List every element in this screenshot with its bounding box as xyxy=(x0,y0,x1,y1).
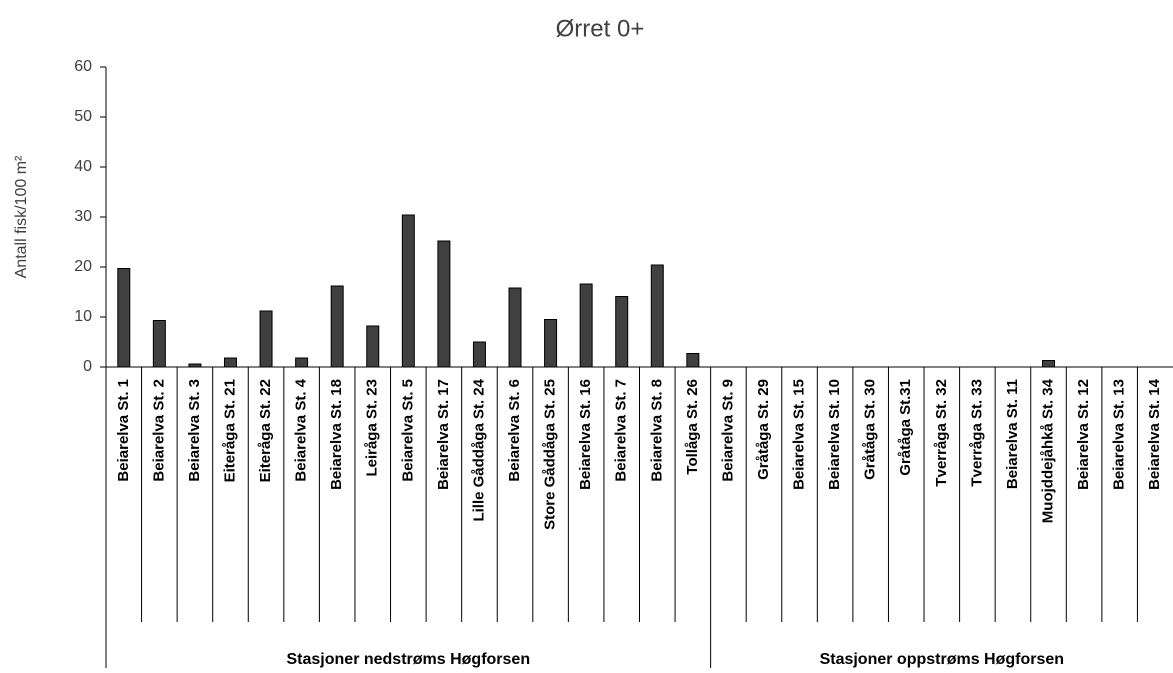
bar xyxy=(686,353,700,368)
bar xyxy=(295,357,309,368)
x-tick-label: Tverråga St. 33 xyxy=(968,379,985,487)
bar xyxy=(437,240,451,368)
y-axis-label: Antall fisk/100 m² xyxy=(13,155,30,278)
x-tick-label: Beiarelva St. 3 xyxy=(186,379,203,482)
x-tick-label: Gråtåga St. 29 xyxy=(755,379,772,480)
x-tick-label: Tverråga St. 32 xyxy=(933,379,950,487)
group-label: Stasjoner oppstrøms Høgforsen xyxy=(820,651,1064,668)
chart-title: Ørret 0+ xyxy=(556,15,645,42)
bar xyxy=(223,357,237,368)
bar xyxy=(259,310,273,368)
x-tick-label: Beiarelva St. 8 xyxy=(648,379,665,482)
y-tick-label: 30 xyxy=(74,208,92,225)
x-tick-label: Beiarelva St. 17 xyxy=(435,379,452,490)
x-tick-label: Beiarelva St. 12 xyxy=(1075,379,1092,490)
x-tick-label: Beiarelva St. 9 xyxy=(719,379,736,482)
x-tick-label: Eiteråga St. 21 xyxy=(221,379,238,482)
bar xyxy=(401,214,415,368)
group-label: Stasjoner nedstrøms Høgforsen xyxy=(287,651,531,668)
x-tick-label: Beiarelva St. 1 xyxy=(115,379,132,482)
x-tick-label: Gråtåga St.31 xyxy=(897,379,914,476)
x-tick-label: Beiarelva St. 4 xyxy=(293,378,310,481)
bar xyxy=(152,320,166,368)
bar xyxy=(366,325,380,368)
x-tick-label: Store Gåddåga St. 25 xyxy=(542,379,559,530)
bar xyxy=(544,319,558,368)
bar xyxy=(508,287,522,368)
x-tick-label: Lille Gåddåga St. 24 xyxy=(470,378,487,521)
bar xyxy=(330,285,344,368)
bar xyxy=(188,363,202,368)
y-tick-label: 40 xyxy=(74,158,92,175)
x-tick-label: Beiarelva St. 10 xyxy=(826,379,843,490)
x-tick-label: Beiarelva St. 14 xyxy=(1146,378,1163,490)
y-tick-label: 20 xyxy=(74,258,92,275)
x-tick-label: Beiarelva St. 7 xyxy=(613,379,630,482)
x-tick-label: Beiarelva St. 11 xyxy=(1004,379,1021,489)
x-tick-label: Tollåga St. 26 xyxy=(684,379,701,475)
x-tick-label: Leiråga St. 23 xyxy=(364,379,381,477)
x-tick-label: Muojddejåhkå St. 34 xyxy=(1039,378,1056,523)
bar xyxy=(1042,360,1056,368)
x-tick-label: Eiteråga St. 22 xyxy=(257,379,274,482)
bar xyxy=(650,264,664,368)
y-tick-label: 60 xyxy=(74,58,92,75)
bar xyxy=(579,283,593,368)
x-tick-label: Beiarelva St. 18 xyxy=(328,379,345,490)
x-tick-label: Beiarelva St. 5 xyxy=(399,379,416,482)
bar xyxy=(117,268,131,368)
y-tick-label: 10 xyxy=(74,308,92,325)
x-tick-label: Beiarelva St. 6 xyxy=(506,379,523,482)
x-tick-label: Beiarelva St. 2 xyxy=(150,379,167,482)
x-tick-label: Beiarelva St. 16 xyxy=(577,379,594,490)
bar xyxy=(615,296,629,368)
x-tick-label: Beiarelva St. 13 xyxy=(1111,379,1128,490)
x-tick-label: Gråtåga St. 30 xyxy=(862,379,879,480)
y-tick-label: 50 xyxy=(74,108,92,125)
y-tick-label: 0 xyxy=(83,358,92,375)
x-tick-label: Beiarelva St. 15 xyxy=(791,379,808,490)
bar xyxy=(472,341,486,368)
